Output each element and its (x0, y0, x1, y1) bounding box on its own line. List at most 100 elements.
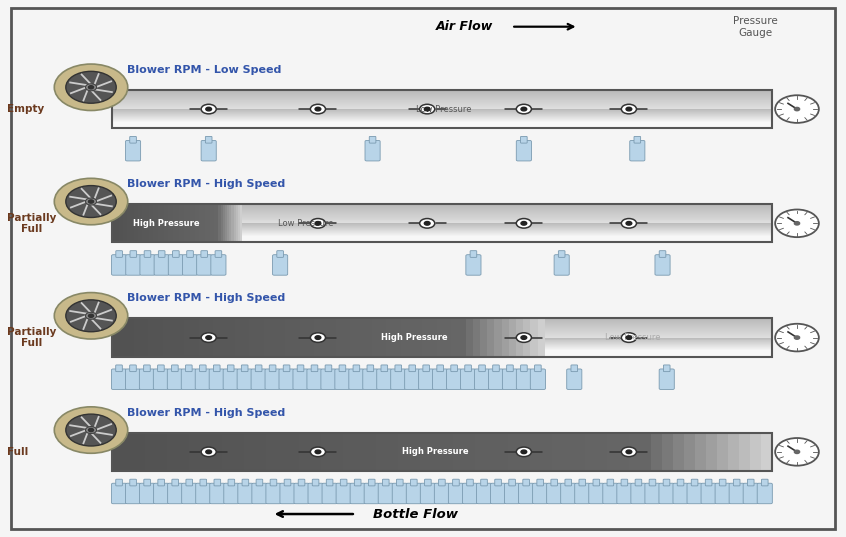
Bar (112, 434, 772, 436)
Circle shape (621, 104, 636, 114)
Bar (112, 460, 772, 461)
FancyBboxPatch shape (201, 251, 207, 257)
Bar (379, 318, 386, 357)
Bar (494, 318, 502, 357)
FancyBboxPatch shape (504, 483, 519, 504)
Bar (112, 226, 772, 227)
Bar (684, 433, 695, 471)
FancyBboxPatch shape (463, 483, 477, 504)
FancyBboxPatch shape (432, 369, 448, 389)
Circle shape (425, 107, 430, 111)
Circle shape (85, 313, 96, 320)
Bar (393, 318, 401, 357)
FancyBboxPatch shape (144, 365, 151, 372)
FancyBboxPatch shape (409, 365, 415, 372)
Circle shape (206, 107, 212, 111)
Bar (112, 240, 772, 241)
Bar (739, 433, 750, 471)
FancyBboxPatch shape (603, 483, 618, 504)
FancyBboxPatch shape (460, 369, 475, 389)
Bar (156, 318, 162, 357)
FancyBboxPatch shape (691, 479, 698, 486)
Bar (288, 433, 299, 471)
Circle shape (201, 447, 217, 456)
Circle shape (201, 104, 217, 114)
FancyBboxPatch shape (200, 479, 206, 486)
Circle shape (626, 221, 632, 225)
Circle shape (315, 450, 321, 454)
FancyBboxPatch shape (228, 365, 234, 372)
Bar (516, 318, 523, 357)
FancyBboxPatch shape (481, 479, 487, 486)
Bar (552, 433, 563, 471)
FancyBboxPatch shape (507, 365, 514, 372)
FancyBboxPatch shape (621, 479, 628, 486)
FancyBboxPatch shape (678, 479, 684, 486)
FancyBboxPatch shape (297, 365, 304, 372)
Bar (332, 433, 343, 471)
Circle shape (89, 200, 94, 203)
FancyBboxPatch shape (129, 479, 136, 486)
Bar (112, 126, 772, 127)
Bar (138, 204, 140, 243)
FancyBboxPatch shape (224, 483, 239, 504)
FancyBboxPatch shape (252, 483, 267, 504)
Bar (376, 433, 387, 471)
FancyBboxPatch shape (266, 483, 281, 504)
FancyBboxPatch shape (617, 483, 632, 504)
FancyBboxPatch shape (715, 483, 730, 504)
FancyBboxPatch shape (112, 255, 127, 275)
FancyBboxPatch shape (363, 369, 378, 389)
FancyBboxPatch shape (129, 365, 136, 372)
Bar (112, 127, 772, 128)
Bar (750, 433, 761, 471)
Circle shape (310, 333, 326, 343)
Bar (112, 325, 772, 326)
Bar (112, 467, 772, 468)
FancyBboxPatch shape (280, 483, 295, 504)
Bar (401, 318, 408, 357)
FancyBboxPatch shape (125, 483, 140, 504)
FancyBboxPatch shape (437, 365, 443, 372)
Bar (422, 318, 430, 357)
Bar (112, 318, 772, 357)
FancyBboxPatch shape (655, 255, 670, 275)
Bar (112, 446, 772, 447)
Bar (145, 204, 146, 243)
FancyBboxPatch shape (561, 483, 576, 504)
FancyBboxPatch shape (173, 251, 179, 257)
Bar (112, 318, 772, 320)
FancyBboxPatch shape (223, 369, 239, 389)
Bar (437, 318, 444, 357)
FancyBboxPatch shape (503, 369, 518, 389)
FancyBboxPatch shape (185, 365, 192, 372)
Bar (112, 448, 772, 449)
Bar (519, 433, 530, 471)
FancyBboxPatch shape (523, 479, 530, 486)
FancyBboxPatch shape (367, 365, 374, 372)
Bar (171, 204, 173, 243)
Bar (112, 232, 772, 233)
Bar (112, 109, 772, 110)
Bar (112, 90, 772, 91)
Bar (629, 433, 640, 471)
Circle shape (54, 293, 128, 339)
Bar (112, 120, 772, 121)
FancyBboxPatch shape (729, 483, 744, 504)
Bar (596, 433, 607, 471)
Bar (140, 204, 142, 243)
Bar (523, 318, 530, 357)
Bar (203, 204, 206, 243)
Bar (188, 204, 190, 243)
Bar (365, 433, 376, 471)
Bar (112, 125, 772, 126)
FancyBboxPatch shape (335, 369, 350, 389)
Bar (222, 204, 225, 243)
FancyBboxPatch shape (475, 369, 490, 389)
Text: High Pressure: High Pressure (134, 219, 200, 228)
Bar (112, 210, 772, 211)
Bar (148, 318, 156, 357)
Circle shape (516, 447, 531, 456)
Bar (114, 204, 117, 243)
Bar (112, 322, 772, 323)
